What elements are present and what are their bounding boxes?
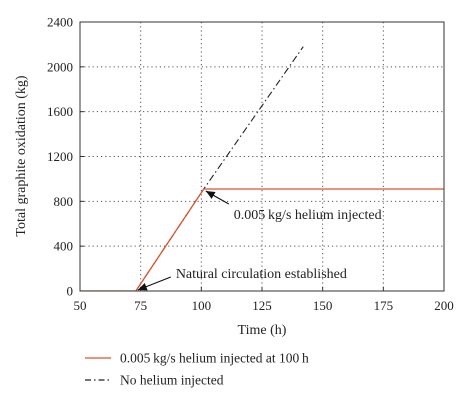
grid bbox=[80, 22, 444, 291]
annotation-natural-circulation: Natural circulation established bbox=[176, 267, 347, 282]
series-layer bbox=[80, 46, 444, 291]
ticks: 50 75 100 125 150 175 200040080012001600200024… bbox=[47, 15, 454, 314]
y-tick-label: 2000 bbox=[47, 59, 73, 74]
series-line-no-helium bbox=[80, 46, 304, 291]
y-tick-label: 0 bbox=[67, 284, 74, 299]
y-axis-label: Total graphite oxidation (kg) bbox=[14, 75, 29, 236]
legend-label: 0.005 kg/s helium injected at 100 h bbox=[120, 351, 309, 366]
x-tick-label: 75 bbox=[134, 298, 147, 313]
y-tick-label: 1200 bbox=[47, 149, 73, 164]
y-tick-label: 800 bbox=[54, 194, 74, 209]
y-tick-label: 400 bbox=[54, 239, 74, 254]
annotation-helium-injected: 0.005 kg/s helium injected bbox=[234, 208, 382, 223]
series-line-helium-injected bbox=[80, 188, 444, 291]
annotation-arrow-circulation-head bbox=[137, 282, 148, 291]
y-tick-label: 2400 bbox=[47, 15, 73, 30]
x-tick-label: 150 bbox=[313, 298, 333, 313]
y-tick-label: 1600 bbox=[47, 104, 73, 119]
legend-label: No helium injected bbox=[120, 373, 224, 388]
annotation-arrow-helium-head bbox=[205, 191, 216, 199]
x-tick-label: 100 bbox=[192, 298, 212, 313]
legend: 0.005 kg/s helium injected at 100 h No he… bbox=[85, 351, 309, 388]
x-tick-label: 50 bbox=[74, 298, 87, 313]
x-tick-label: 175 bbox=[374, 298, 394, 313]
x-tick-label: 125 bbox=[252, 298, 272, 313]
x-axis-label: Time (h) bbox=[238, 323, 287, 338]
annotations: 0.005 kg/s helium injected Natural circul… bbox=[137, 190, 382, 291]
x-tick-label: 200 bbox=[434, 298, 454, 313]
